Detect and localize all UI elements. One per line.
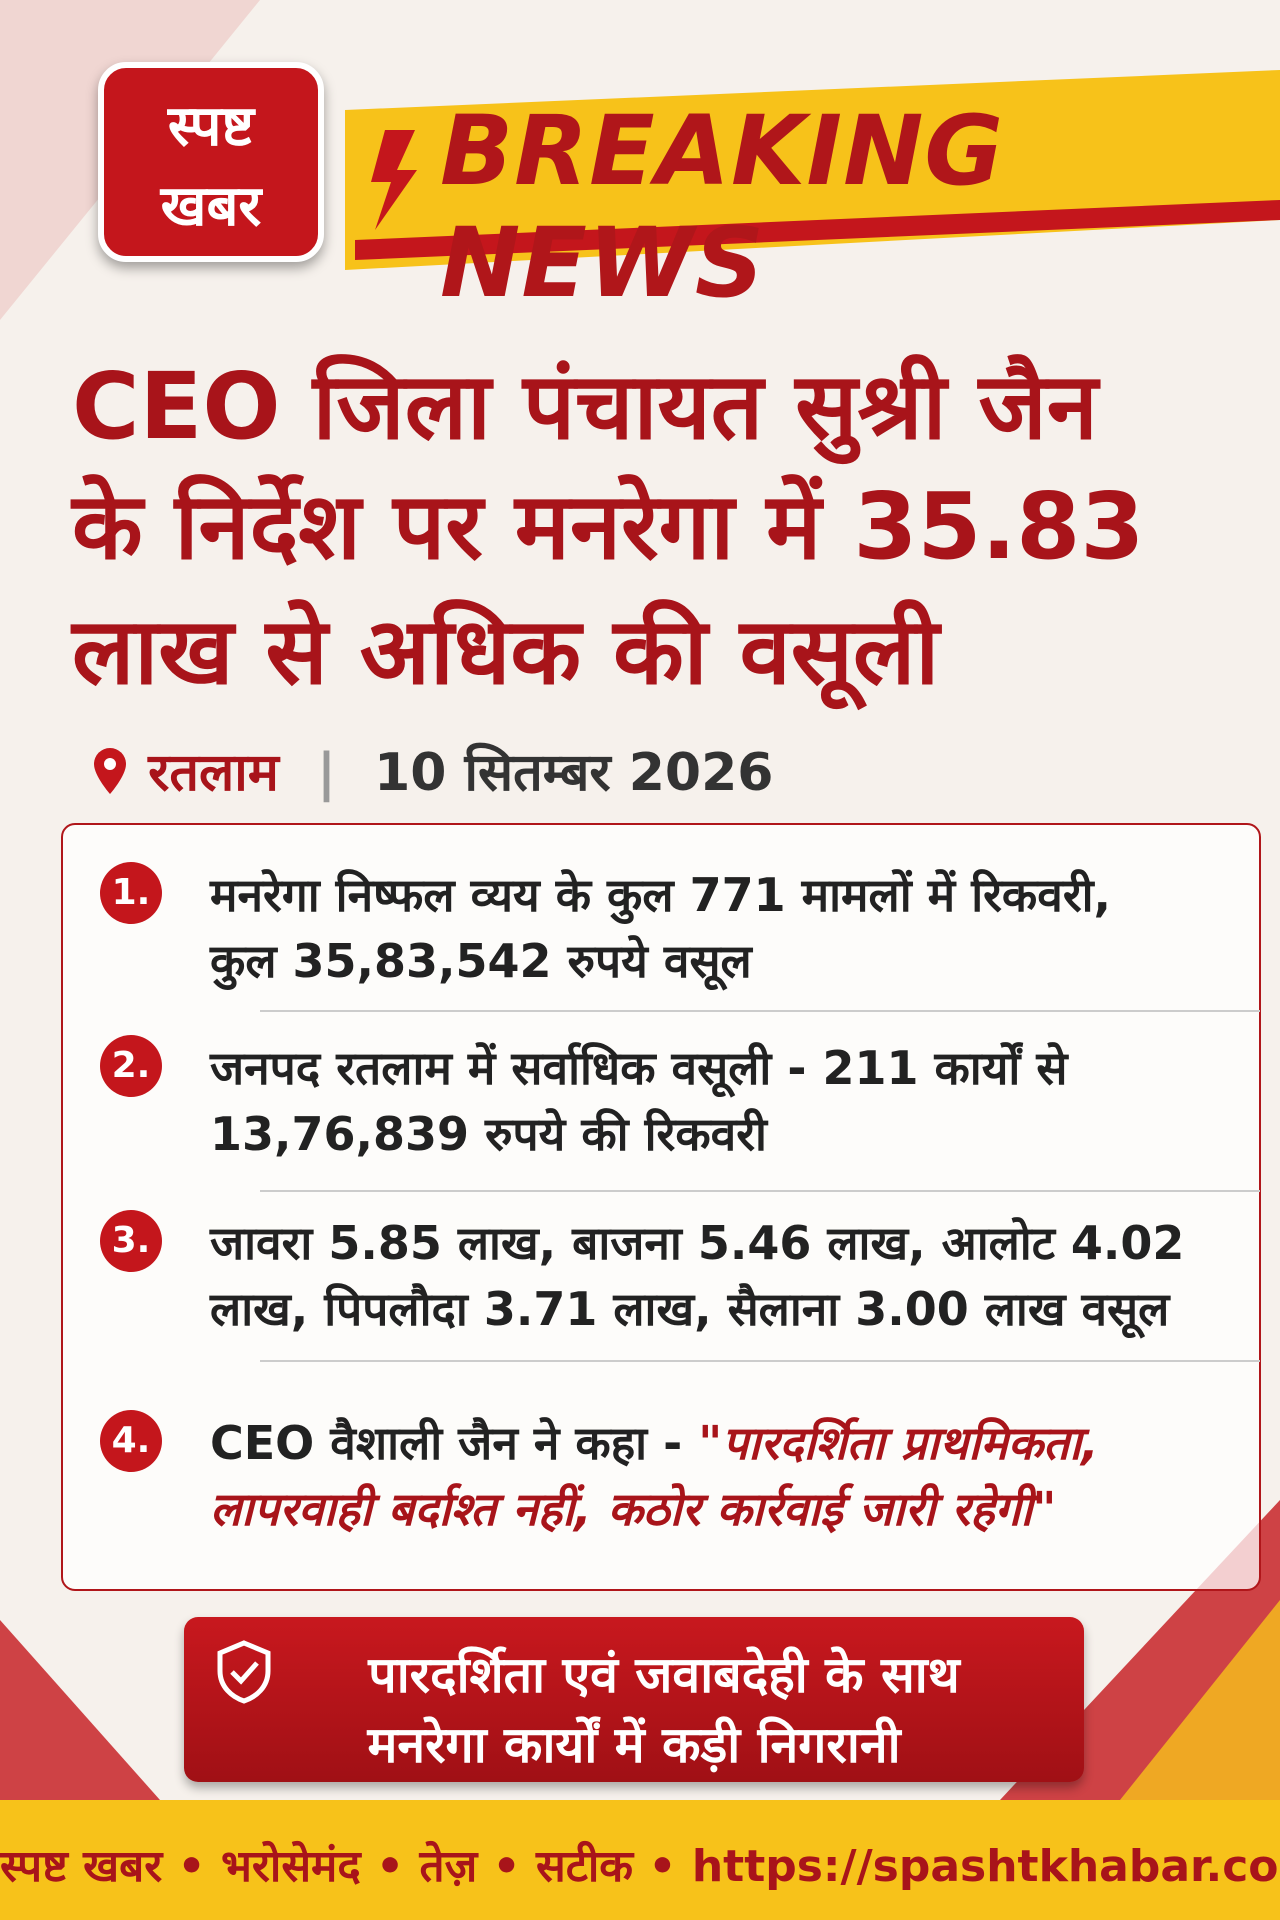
point-number: 1. — [100, 862, 162, 924]
line: जनपद रतलाम में सर्वाधिक वसूली - 211 कार्… — [210, 1041, 1068, 1095]
location-icon — [94, 748, 126, 794]
quote: लापरवाही बर्दाश्त नहीं, कठोर कार्रवाई जा… — [210, 1482, 1057, 1536]
points-card — [61, 823, 1261, 1591]
line: 13,76,839 रुपये की रिकवरी — [210, 1107, 767, 1161]
banner-line: पारदर्शिता एवं जवाबदेही के साथ — [368, 1646, 960, 1704]
point-text: मनरेगा निष्फल व्यय के कुल 771 मामलों में… — [210, 862, 1111, 994]
logo: स्पष्ट खबर — [98, 62, 324, 262]
logo-line: खबर — [160, 174, 262, 239]
breaking-title: BREAKING NEWS — [440, 95, 1005, 319]
line: कुल 35,83,542 रुपये वसूल — [210, 934, 752, 988]
separator: | — [316, 743, 336, 803]
logo-line: स्पष्ट — [167, 94, 255, 159]
point-text: जावरा 5.85 लाख, बाजना 5.46 लाख, आलोट 4.0… — [210, 1210, 1184, 1342]
meta: रतलाम | 10 सितम्बर 2026 — [90, 735, 773, 806]
point-number: 3. — [100, 1210, 162, 1272]
line: मनरेगा निष्फल व्यय के कुल 771 मामलों में… — [210, 868, 1112, 922]
footer-text: स्पष्ट खबर • भरोसेमंद • तेज़ • सटीक • ht… — [0, 1841, 1280, 1892]
line: जावरा 5.85 लाख, बाजना 5.46 लाख, आलोट 4.0… — [210, 1216, 1185, 1270]
breaking-banner — [345, 70, 1280, 270]
location: रतलाम — [148, 743, 279, 803]
line: CEO वैशाली जैन ने कहा - "पारदर्शिता प्रा… — [210, 1410, 1099, 1476]
divider — [260, 1190, 1260, 1192]
point-number: 4. — [100, 1410, 162, 1472]
point-text: CEO वैशाली जैन ने कहा - "पारदर्शिता प्रा… — [210, 1410, 1099, 1542]
headline-line: लाख से अधिक की वसूली — [72, 598, 940, 705]
shield-icon — [217, 1640, 271, 1704]
quote: "पारदर्शिता प्राथमिकता, — [698, 1416, 1099, 1470]
banner-line: मनरेगा कार्यों में कड़ी निगरानी — [367, 1716, 901, 1774]
divider — [260, 1360, 1260, 1362]
highlight-banner: पारदर्शिता एवं जवाबदेही के साथ मनरेगा का… — [184, 1617, 1084, 1782]
date: 10 सितम्बर 2026 — [374, 743, 774, 803]
headline-line: के निर्देश पर मनरेगा में 35.83 — [72, 473, 1145, 580]
headline-line: CEO जिला पंचायत सुश्री जैन — [72, 353, 1098, 460]
point-number: 2. — [100, 1035, 162, 1097]
line: लाख, पिपलौदा 3.71 लाख, सैलाना 3.00 लाख व… — [210, 1282, 1170, 1336]
point-text: जनपद रतलाम में सर्वाधिक वसूली - 211 कार्… — [210, 1035, 1067, 1167]
divider — [260, 1010, 1260, 1012]
line-part: CEO वैशाली जैन ने कहा - — [210, 1416, 683, 1470]
footer: स्पष्ट खबर • भरोसेमंद • तेज़ • सटीक • ht… — [0, 1800, 1280, 1920]
